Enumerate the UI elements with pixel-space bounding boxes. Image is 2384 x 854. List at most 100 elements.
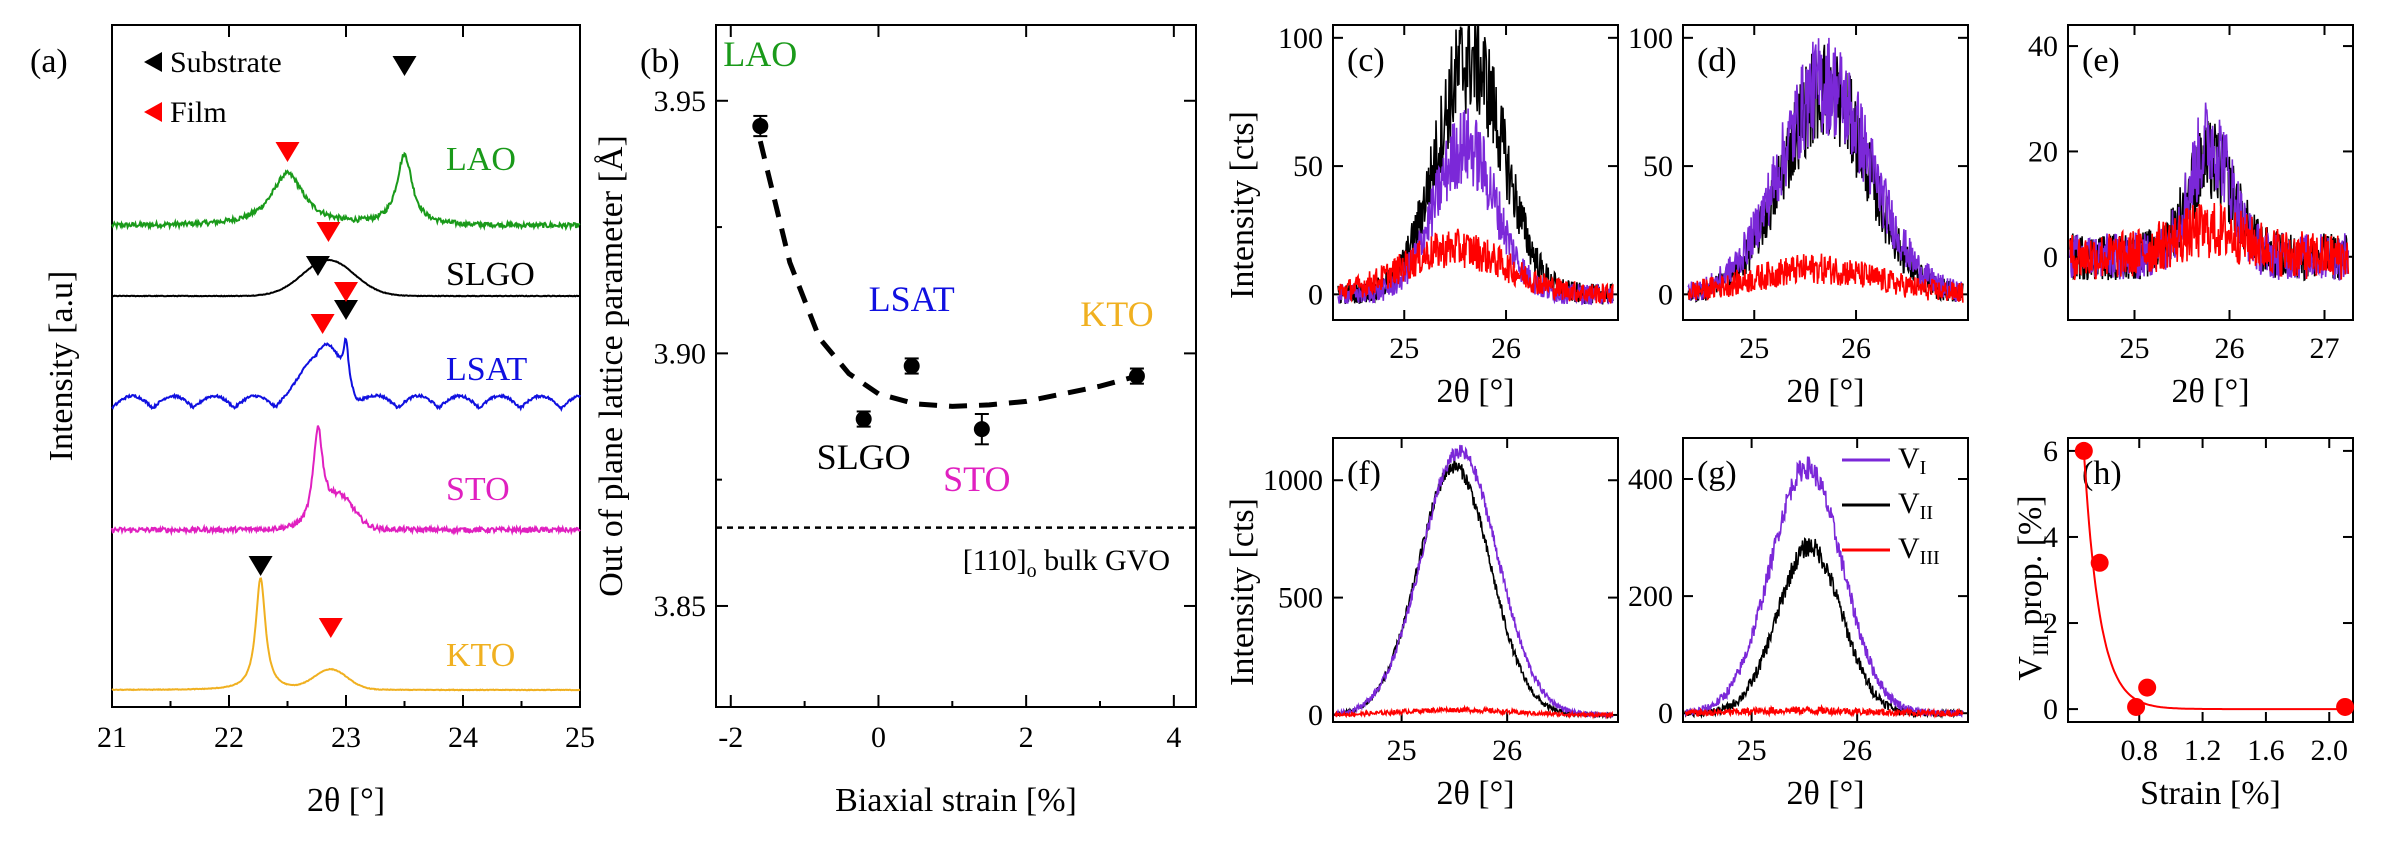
x-tick-label: 26 <box>1491 332 1521 365</box>
y-tick-label: 500 <box>1278 582 1323 615</box>
x-tick-label: 25 <box>1737 734 1767 767</box>
panel-b-content: LAO SLGO LSAT STO KTO <box>716 34 1196 529</box>
y-tick-label: 6 <box>2043 435 2058 468</box>
point-label-LAO: LAO <box>723 34 797 74</box>
panel-a-traces <box>111 151 581 692</box>
series-label-KTO: KTO <box>446 637 515 674</box>
substrate-marker <box>305 256 330 276</box>
data-point-KTO <box>1128 368 1145 385</box>
x-tick-label: 4 <box>1166 721 1181 754</box>
panel-g-legend: VI VII VIII <box>1842 442 1940 569</box>
legend-vi-label: VI <box>1898 442 1926 479</box>
legend-substrate-marker <box>144 52 162 72</box>
trace-LSAT <box>111 337 581 412</box>
x-tick-label: 25 <box>1739 332 1769 365</box>
panel-c-xlabel: 2θ [°] <box>1436 373 1514 410</box>
panel-e-frame <box>2067 24 2354 321</box>
legend-film-label: Film <box>170 96 227 129</box>
data-point-SLGO <box>855 411 872 428</box>
series-label-LSAT: LSAT <box>446 351 527 388</box>
y-tick-label: 0 <box>1658 697 1673 730</box>
panel-b-reference-label: [110]o bulk GVO <box>963 544 1170 582</box>
y-tick-label: 2 <box>2043 607 2058 640</box>
point-label-SLGO: SLGO <box>817 437 911 477</box>
substrate-marker <box>248 556 273 576</box>
panel-c: 25 26 0 50 100 (c) 2θ [°] <box>1278 22 1619 410</box>
panel-a: (a) 21 22 23 24 25 LAO SLGO LSAT STO KTO Substra… <box>30 24 595 819</box>
y-tick-label: 100 <box>1278 22 1323 55</box>
panel-h-xlabel: Strain [%] <box>2140 775 2281 812</box>
trace-VII <box>1334 459 1614 720</box>
legend-film-marker <box>144 102 162 122</box>
panel-h-ylabel: VIII prop. [%] <box>2012 495 2053 680</box>
x-tick-label: 21 <box>97 721 127 754</box>
y-tick-label: 4 <box>2043 521 2058 554</box>
y-tick-label: 3.85 <box>654 590 707 623</box>
film-marker <box>318 618 343 638</box>
trace-VIII <box>1684 703 1964 719</box>
x-tick-label: 26 <box>1841 332 1871 365</box>
panel-b: (b) -2 0 2 43.853.903.95 LAOSLGOLSATSTOKTO … <box>593 24 1197 819</box>
y-tick-label: 0 <box>1308 699 1323 732</box>
x-tick-label: 2 <box>1019 721 1034 754</box>
panel-b-ticks: -2 0 2 4 3.85 3.90 3.95 <box>654 25 1196 754</box>
x-tick-label: 25 <box>1389 332 1419 365</box>
panel-h-frame <box>2067 437 2354 723</box>
trace-VIII <box>1334 704 1614 720</box>
data-point <box>2074 441 2093 460</box>
panel-a-ylabel: Intensity [a.u] <box>43 271 80 462</box>
y-tick-label: 20 <box>2028 135 2058 168</box>
data-point <box>2090 553 2109 572</box>
trace-VI <box>1337 108 1614 306</box>
x-tick-label: 25 <box>1387 734 1417 767</box>
panel-g-label: (g) <box>1697 455 1737 492</box>
x-tick-label: 1.2 <box>2184 734 2222 767</box>
panel-e-label: (e) <box>2082 42 2120 79</box>
y-tick-label: 0 <box>2043 241 2058 274</box>
panel-f: 25 26 0 500 1000 (f) 2θ [°] <box>1263 437 1619 812</box>
data-point <box>2127 697 2146 716</box>
panel-a-markers <box>248 56 417 638</box>
y-tick-label: 0 <box>2043 693 2058 726</box>
trace-LAO <box>111 151 581 232</box>
x-tick-label: -2 <box>718 721 743 754</box>
data-point <box>2138 678 2157 697</box>
panel-f-ylabel: Intensity [cts] <box>1224 498 1261 686</box>
panel-h-label: (h) <box>2082 455 2122 492</box>
panel-b-frame <box>715 24 1197 708</box>
trace-VI <box>1684 456 1964 718</box>
panel-c-ylabel: Intensity [cts] <box>1224 111 1261 299</box>
x-tick-label: 24 <box>448 721 478 754</box>
trace-VIII <box>1337 228 1614 304</box>
fit-curve <box>2082 450 2349 711</box>
legend-substrate-label: Substrate <box>170 46 282 79</box>
panel-a-ticks: 21 22 23 24 25 <box>97 25 595 754</box>
panel-h: 0.8 1.2 1.6 2.0 0 2 4 6 (h) Strain [%] <box>2043 435 2355 812</box>
trace-SLGO <box>111 258 581 298</box>
panel-b-label: (b) <box>640 43 680 80</box>
panel-a-xlabel: 2θ [°] <box>307 782 385 819</box>
panel-f-frame <box>1332 437 1619 723</box>
film-marker <box>310 314 335 334</box>
point-label-STO: STO <box>943 459 1010 499</box>
series-label-SLGO: SLGO <box>446 256 535 293</box>
panel-d-frame <box>1682 24 1969 321</box>
panel-f-xlabel: 2θ [°] <box>1436 775 1514 812</box>
x-tick-label: 26 <box>2215 332 2245 365</box>
panel-g-xlabel: 2θ [°] <box>1786 775 1864 812</box>
x-tick-label: 25 <box>565 721 595 754</box>
trace-VI <box>1334 444 1614 720</box>
y-tick-label: 100 <box>1628 22 1673 55</box>
substrate-marker <box>334 300 358 320</box>
panel-b-xlabel: Biaxial strain [%] <box>835 782 1077 819</box>
data-point-STO <box>973 421 990 438</box>
panel-e-xlabel: 2θ [°] <box>2171 373 2249 410</box>
film-marker <box>275 142 300 162</box>
data-point-LSAT <box>903 358 920 374</box>
trace-VIII <box>1687 253 1964 303</box>
trace-STO <box>111 425 581 537</box>
data-point <box>2336 697 2355 716</box>
x-tick-label: 0 <box>871 721 886 754</box>
